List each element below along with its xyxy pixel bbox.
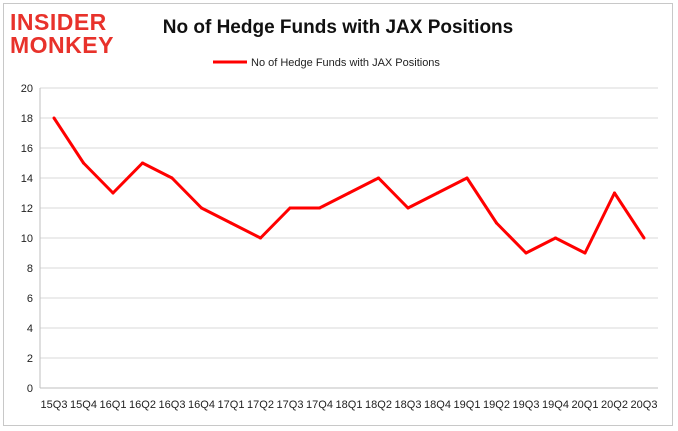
data-point [347,191,351,195]
chart-frame [3,3,673,426]
series-line [52,117,646,255]
data-point [642,236,646,240]
x-tick-label: 19Q1 [454,399,481,411]
data-point [111,191,115,195]
data-point [200,206,203,210]
y-tick-label: 8 [27,263,33,275]
x-tick-label: 16Q4 [188,399,215,411]
x-tick-label: 16Q2 [129,399,156,411]
y-tick-label: 4 [27,323,33,335]
data-point [141,161,144,165]
logo-line2: MONKEY [10,32,114,58]
x-tick-label: 20Q3 [631,399,658,411]
data-point [229,221,233,225]
data-point [288,206,292,210]
data-point [554,236,557,240]
data-point [613,191,616,195]
data-point [406,206,410,210]
data-point [524,251,528,255]
y-tick-label: 10 [21,233,33,245]
x-tick-label: 16Q1 [100,399,127,411]
y-tick-label: 14 [21,173,33,185]
data-point [170,176,174,180]
x-tick-label: 18Q2 [365,399,392,411]
x-tick-label: 20Q1 [572,399,599,411]
x-tick-labels: 15Q3 15Q4 16Q1 16Q2 16Q3 16Q4 17Q1 17Q2 17Q3 17Q4… [41,399,658,411]
x-tick-label: 19Q3 [513,399,540,411]
data-point [52,116,56,120]
data-point [259,236,262,240]
series-line-group [52,116,646,255]
y-tick-label: 12 [21,203,33,215]
y-tick-label: 6 [27,293,33,305]
x-tick-label: 17Q1 [218,399,245,411]
x-tick-label: 15Q3 [41,399,68,411]
data-point [495,221,498,225]
data-point [377,176,380,180]
y-tick-label: 20 [21,83,33,95]
data-point [436,191,439,195]
insider-monkey-logo: INSIDER MONKEY [10,9,114,58]
axes [39,88,658,389]
y-tick-label: 0 [27,383,33,395]
x-tick-label: 19Q4 [542,399,569,411]
data-point [318,206,321,210]
data-point [82,161,85,165]
x-tick-label: 17Q2 [247,399,274,411]
x-tick-label: 18Q1 [336,399,363,411]
x-tick-label: 18Q3 [395,399,422,411]
grid-lines [40,87,658,389]
y-tick-label: 18 [21,113,33,125]
legend: No of Hedge Funds with JAX Positions [213,57,440,69]
legend-label: No of Hedge Funds with JAX Positions [251,57,440,69]
x-tick-label: 17Q3 [277,399,304,411]
chart-title: No of Hedge Funds with JAX Positions [163,17,513,38]
y-tick-labels: 0 2 4 6 8 10 12 14 16 18 20 [21,83,33,395]
data-point [465,176,469,180]
x-tick-label: 18Q4 [424,399,451,411]
y-tick-label: 16 [21,143,33,155]
x-tick-label: 20Q2 [601,399,628,411]
x-tick-label: 19Q2 [483,399,510,411]
x-tick-label: 16Q3 [159,399,186,411]
x-tick-label: 17Q4 [306,399,333,411]
logo-line1: INSIDER [10,9,107,35]
y-tick-label: 2 [27,353,33,365]
x-tick-label: 15Q4 [70,399,97,411]
data-point [583,251,587,255]
